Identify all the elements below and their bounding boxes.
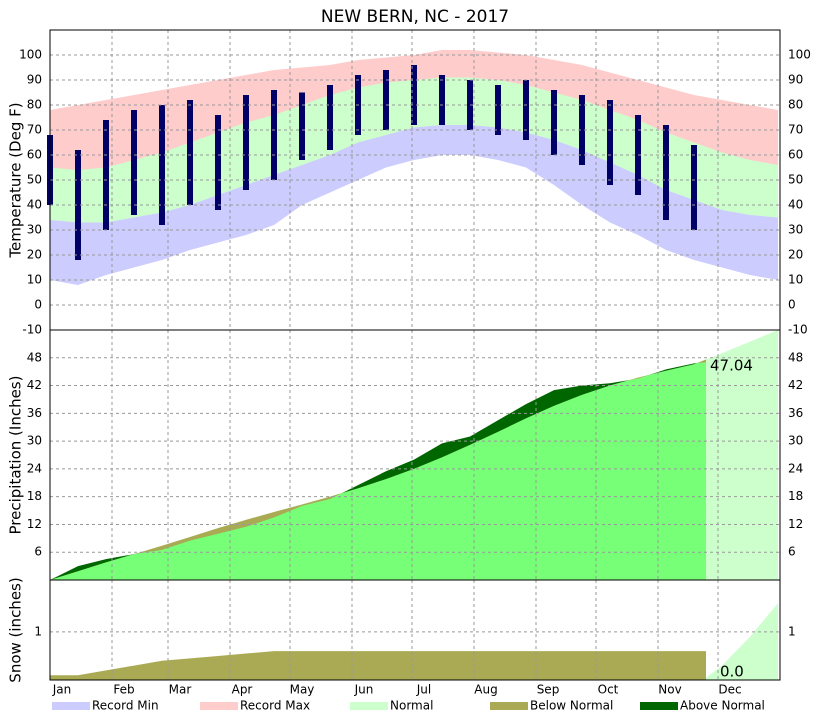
y2-tick-label: 30 [788,223,803,237]
x-tick-label: Mar [169,683,192,697]
chart-title: NEW BERN, NC - 2017 [321,7,509,27]
y-tick-label: 40 [27,198,42,212]
x-tick-label: Apr [232,683,253,697]
y2-tick-label: 30 [788,434,803,448]
y-tick-label: 100 [19,48,42,62]
legend-label: Record Max [240,699,310,713]
snow-total: 0.0 [720,663,744,681]
y-tick-label: 80 [27,98,42,112]
observed-bar [551,90,557,155]
y2-tick-label: 20 [788,248,803,262]
legend-label: Record Min [92,699,159,713]
x-tick-label: Feb [113,683,134,697]
observed-bar [439,75,445,125]
observed-bar [271,90,277,180]
observed-bar [691,145,697,230]
y-axis-label: Temperature (Deg F) [7,102,25,258]
legend-label: Above Normal [680,699,765,713]
observed-bar [131,110,137,215]
y2-tick-label: 100 [788,48,811,62]
observed-bar [103,120,109,230]
x-tick-label: Aug [474,683,497,697]
y2-tick-label: 18 [788,489,803,503]
legend-swatch [640,702,678,710]
y-tick-label: 30 [27,223,42,237]
y-tick-label: 90 [27,73,42,87]
below-normal-group [50,359,706,580]
x-tick-label: May [290,683,315,697]
observed-bar [663,125,669,220]
y2-tick-label: 90 [788,73,803,87]
legend-swatch [490,702,528,710]
y-tick-label: 50 [27,173,42,187]
observed-group [50,362,706,580]
y-tick-label: 20 [27,248,42,262]
x-tick-label: Dec [718,683,741,697]
y2-tick-label: 0 [788,298,796,312]
observed-bar [75,150,81,260]
y2-tick-label: 1 [788,624,796,638]
y2-tick-label: 70 [788,123,803,137]
observed-bar [579,95,585,165]
y2-tick-label: 24 [788,461,803,475]
precip-observed [50,362,706,580]
y2-tick-label: 60 [788,148,803,162]
x-tick-label: Jun [354,683,374,697]
x-tick-label: Oct [598,683,619,697]
observed-bar [411,65,417,125]
y-tick-label: 12 [27,517,42,531]
legend-label: Normal [390,699,433,713]
observed-bar [299,92,305,160]
y2-tick-label: 40 [788,198,803,212]
observed-bar [243,95,249,190]
observed-bar [159,105,165,225]
y2-tick-label: -10 [788,323,808,337]
y2-tick-label: 12 [788,517,803,531]
x-tick-label: Jan [52,683,72,697]
y-tick-label: 70 [27,123,42,137]
x-tick-label: Sep [537,683,560,697]
y-tick-label: 24 [27,461,42,475]
y2-tick-label: 6 [788,545,796,559]
y-tick-label: 60 [27,148,42,162]
y-tick-label: 48 [27,350,42,364]
y2-tick-label: 80 [788,98,803,112]
snow-below-normal [50,651,706,680]
y2-tick-label: 50 [788,173,803,187]
y-axis-label: Precipitation (Inches) [7,376,25,535]
y-axis-label: Snow (inches) [7,577,25,682]
y-tick-label: 36 [27,406,42,420]
y2-tick-label: 48 [788,350,803,364]
y-tick-label: 30 [27,434,42,448]
legend-swatch [350,702,388,710]
y2-tick-label: 10 [788,273,803,287]
observed-bar [607,100,613,185]
observed-bar [327,85,333,150]
y2-tick-label: 42 [788,378,803,392]
observed-bar [523,80,529,140]
x-tick-label: Jul [416,683,431,697]
panel-frame [49,579,781,681]
legend-swatch [200,702,238,710]
observed-bar [383,70,389,130]
y2-tick-label: 36 [788,406,803,420]
legend-swatch [52,702,90,710]
snow-normal-season [706,603,778,680]
record-min-area [50,155,778,330]
y-tick-label: 0 [34,298,42,312]
y-tick-label: -10 [22,323,42,337]
observed-bar [495,85,501,135]
y-tick-label: 10 [27,273,42,287]
y-tick-label: 1 [34,624,42,638]
y-tick-label: 6 [34,545,42,559]
y-tick-label: 18 [27,489,42,503]
observed-bar [215,115,221,210]
y-tick-label: 42 [27,378,42,392]
observed-bar [187,100,193,205]
legend-label: Below Normal [530,699,613,713]
precip-total: 47.04 [710,357,753,375]
x-tick-label: Nov [658,683,681,697]
